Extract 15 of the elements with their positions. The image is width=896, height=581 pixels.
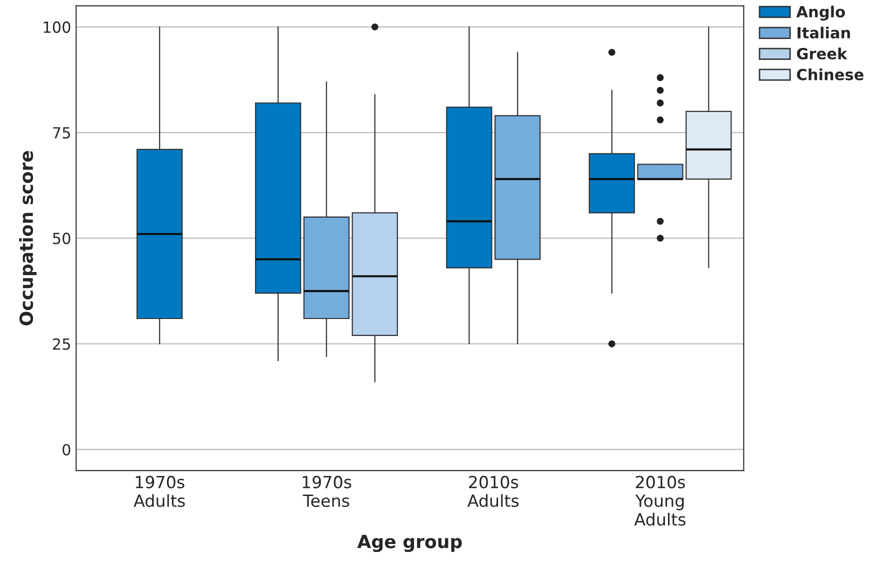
x-tick-label: 2010s Young Adults [634, 476, 686, 526]
y-tick-label: 50 [53, 232, 70, 244]
x-tick-label: 1970s Teens [302, 476, 352, 508]
y-tick-label: 100 [44, 21, 70, 33]
legend-label: Italian [798, 26, 850, 39]
x-axis-title: Age group [357, 534, 462, 552]
y-tick-label: 0 [62, 444, 70, 456]
legend-label: Greek [796, 48, 848, 60]
y-tick-label: 75 [53, 127, 70, 139]
x-tick-label: 1970s Adults [134, 476, 185, 508]
legend-label: Anglo [796, 6, 845, 21]
y-tick-label: 25 [52, 338, 70, 350]
x-tick-label: 2010s Adults [467, 476, 519, 508]
legend-label: Chinese [796, 68, 864, 80]
y-axis-title: Occupation score [19, 151, 37, 326]
